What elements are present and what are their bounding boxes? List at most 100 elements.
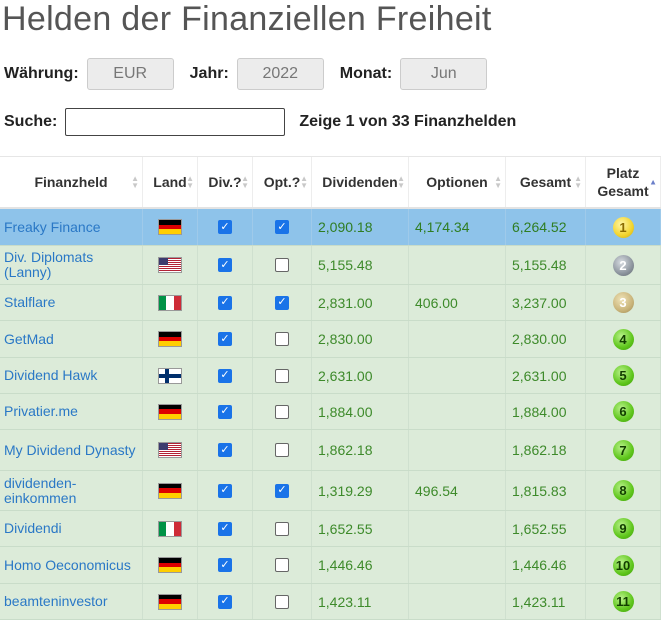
flag-us-graphic: [159, 443, 181, 456]
column-header-label: Opt.?: [263, 174, 301, 190]
column-header-opt[interactable]: Opt.? ▲ ▼: [253, 157, 312, 207]
options-checkbox[interactable]: [275, 594, 289, 609]
dividend-checkbox[interactable]: ✓: [218, 220, 232, 234]
sort-ascending-icon: ▲: [649, 177, 657, 187]
total-value: 1,815.83: [512, 482, 567, 499]
dividends-value: 1,652.55: [318, 520, 373, 537]
hero-link[interactable]: Dividendi: [4, 520, 62, 536]
hero-link[interactable]: Div. Diplomats (Lanny): [4, 249, 94, 280]
table-body: Freaky Finance ✓ ✓ 2,090.18 4,174.34 6,264.52…: [0, 209, 661, 620]
table-row[interactable]: Freaky Finance ✓ ✓ 2,090.18 4,174.34 6,264.52…: [0, 209, 661, 246]
table-row[interactable]: Dividend Hawk ✓ 2,631.00 2,631.00 5: [0, 358, 661, 394]
options-checkbox[interactable]: ✓: [275, 295, 289, 310]
column-header-div[interactable]: Div.? ▲ ▼: [198, 157, 253, 207]
dividends-value: 5,155.48: [318, 257, 373, 273]
column-header-label: Div.?: [208, 174, 242, 190]
dividend-checkbox[interactable]: ✓: [218, 483, 232, 498]
sort-icon: ▲ ▼: [241, 174, 249, 190]
dividends-value: 1,423.11: [318, 593, 372, 610]
search-bar: Suche: Zeige 1 von 33 Finanzhelden: [4, 108, 516, 136]
column-header-land[interactable]: Land ▲ ▼: [143, 157, 198, 207]
options-checkbox[interactable]: [275, 368, 289, 383]
flag-fi-graphic: [159, 368, 181, 383]
currency-field[interactable]: EUR: [86, 58, 174, 90]
page-title: Helden der Finanziellen Freiheit: [2, 0, 492, 38]
options-value: 4,174.34: [415, 219, 470, 235]
hero-link[interactable]: dividenden-einkommen: [4, 474, 77, 506]
table-row[interactable]: GetMad ✓ 2,830.00 2,830.00 4: [0, 321, 661, 358]
rank-medal-icon: 4: [612, 328, 634, 350]
flag-de-icon: [158, 593, 182, 610]
dividend-checkbox[interactable]: ✓: [218, 258, 232, 272]
year-field[interactable]: 2022: [236, 58, 324, 90]
table-row[interactable]: Div. Diplomats (Lanny) ✓ 5,155.48 5,155.48 2: [0, 246, 661, 285]
dividends-value: 1,884.00: [318, 403, 373, 420]
options-checkbox[interactable]: [275, 332, 289, 346]
sort-icon: ▲ ▼: [131, 174, 139, 190]
dividends-value: 1,319.29: [318, 482, 373, 499]
options-checkbox[interactable]: [275, 443, 289, 457]
table-row[interactable]: Privatier.me ✓ 1,884.00 1,884.00 6: [0, 394, 661, 430]
dividends-value: 2,090.18: [318, 219, 373, 235]
dividend-checkbox[interactable]: ✓: [218, 558, 232, 572]
options-checkbox[interactable]: [275, 258, 289, 272]
hero-link[interactable]: GetMad: [4, 330, 54, 347]
rank-medal-icon: 9: [612, 518, 634, 539]
options-checkbox[interactable]: ✓: [275, 220, 289, 234]
column-header-gesamt[interactable]: Gesamt ▲ ▼: [506, 157, 586, 207]
dividend-checkbox[interactable]: ✓: [218, 295, 232, 310]
dividend-checkbox[interactable]: ✓: [218, 594, 232, 609]
hero-link[interactable]: My Dividend Dynasty: [4, 441, 136, 458]
flag-us-icon: [158, 442, 182, 458]
column-header-label: Finanzheld: [34, 174, 108, 190]
total-value: 1,652.55: [512, 520, 567, 537]
table-row[interactable]: Homo Oeconomicus ✓ 1,446.46 1,446.46 10: [0, 547, 661, 584]
column-header-dividenden[interactable]: Dividenden ▲ ▼: [312, 157, 409, 207]
table-row[interactable]: beamteninvestor ✓ 1,423.11 1,423.11 11: [0, 584, 661, 620]
options-checkbox[interactable]: [275, 558, 289, 572]
rank-medal-icon: 11: [612, 591, 634, 612]
table-row[interactable]: Dividendi ✓ 1,652.55 1,652.55 9: [0, 511, 661, 547]
rank-medal-icon: 1: [612, 216, 634, 238]
year-label: Jahr:: [189, 65, 229, 82]
flag-us-graphic: [159, 258, 181, 271]
hero-link[interactable]: Stalflare: [4, 294, 56, 310]
dividend-checkbox[interactable]: ✓: [218, 443, 232, 457]
total-value: 3,237.00: [512, 294, 567, 311]
total-value: 6,264.52: [512, 219, 567, 235]
dividend-checkbox[interactable]: ✓: [218, 521, 232, 536]
month-field[interactable]: Jun: [400, 58, 488, 90]
rank-medal-icon: 2: [612, 254, 634, 276]
total-value: 5,155.48: [512, 257, 567, 273]
column-header-optionen[interactable]: Optionen ▲ ▼: [409, 157, 506, 207]
dividend-checkbox[interactable]: ✓: [218, 332, 232, 346]
table-row[interactable]: Stalflare ✓ ✓ 2,831.00 406.00 3,237.00 3: [0, 285, 661, 321]
column-header-finanzheld[interactable]: Finanzheld ▲ ▼: [0, 157, 143, 207]
options-checkbox[interactable]: [275, 521, 289, 536]
dividend-checkbox[interactable]: ✓: [218, 368, 232, 383]
table-row[interactable]: dividenden-einkommen ✓ ✓ 1,319.29 496.54 1,81…: [0, 471, 661, 511]
hero-link[interactable]: Dividend Hawk: [4, 367, 98, 383]
options-checkbox[interactable]: ✓: [275, 483, 289, 498]
column-header-label: Dividenden: [322, 174, 398, 190]
hero-link[interactable]: Freaky Finance: [4, 218, 101, 235]
sort-icon: ▲ ▼: [397, 174, 405, 190]
total-value: 2,631.00: [512, 367, 567, 384]
column-header-platz-gesamt[interactable]: Platz Gesamt ▲: [586, 157, 661, 207]
hero-link[interactable]: Privatier.me: [4, 403, 78, 419]
flag-it-icon: [158, 294, 182, 311]
flag-de-icon: [158, 482, 182, 499]
flag-de-icon: [158, 219, 182, 235]
flag-de-icon: [158, 331, 182, 347]
options-checkbox[interactable]: [275, 404, 289, 419]
dividends-value: 1,446.46: [318, 557, 373, 573]
table-row[interactable]: My Dividend Dynasty ✓ 1,862.18 1,862.18 7: [0, 430, 661, 471]
month-label: Monat:: [339, 65, 393, 82]
hero-link[interactable]: Homo Oeconomicus: [4, 556, 131, 573]
rank-medal-icon: 6: [612, 401, 634, 422]
rank-medal-icon: 8: [612, 480, 634, 501]
flag-de-icon: [158, 403, 182, 420]
hero-link[interactable]: beamteninvestor: [4, 593, 108, 609]
dividend-checkbox[interactable]: ✓: [218, 404, 232, 419]
search-input[interactable]: [65, 108, 286, 136]
